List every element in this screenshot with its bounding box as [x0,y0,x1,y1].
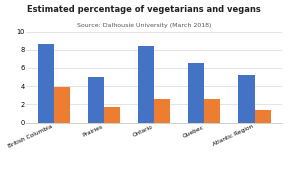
Bar [37,44,54,122]
Bar [88,77,104,122]
Bar [54,87,70,122]
Bar [255,110,271,122]
Legend: Vegetarians (%), Veganism (%): Vegetarians (%), Veganism (%) [99,173,209,175]
Bar [188,63,204,122]
Text: Source: Dalhousie University (March 2018): Source: Dalhousie University (March 2018… [77,23,211,28]
Bar [238,75,255,122]
Bar [138,46,154,122]
Text: Estimated percentage of vegetarians and vegans: Estimated percentage of vegetarians and … [27,5,261,14]
Bar [204,99,220,122]
Bar [154,99,170,122]
Bar [104,107,120,122]
